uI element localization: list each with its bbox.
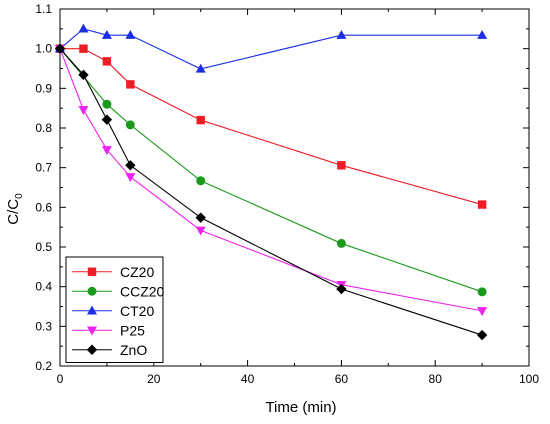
data-point-ct20: [125, 29, 136, 39]
x-tick-label: 40: [241, 372, 255, 386]
series-line-ct20: [59, 28, 483, 70]
series-ct20: [55, 23, 488, 73]
data-point-ct20: [101, 29, 112, 39]
x-tick-label: 80: [429, 372, 443, 386]
x-axis-label: Time (min): [265, 399, 336, 416]
legend-item-ct20: CT20: [72, 303, 154, 319]
y-axis-label-subscript: 0: [14, 193, 25, 199]
series-line-ccz20: [59, 48, 483, 293]
data-point-p25: [101, 146, 112, 156]
y-tick-label: 0.6: [35, 200, 52, 214]
series-group: [54, 23, 488, 341]
legend-box: [65, 256, 164, 363]
legend-marker-cz20: [87, 267, 97, 276]
legend-marker-zno: [86, 344, 98, 355]
legend-marker-p25: [87, 326, 97, 336]
data-point-p25: [477, 307, 488, 317]
data-point-zno: [54, 43, 66, 54]
data-point-ccz20: [102, 99, 112, 109]
legend-label-zno: ZnO: [120, 342, 147, 358]
data-point-ct20: [477, 29, 488, 39]
y-tick-label: 0.5: [35, 240, 52, 254]
legend-label-cz20: CZ20: [120, 264, 154, 280]
data-point-zno: [78, 69, 89, 81]
data-point-p25: [195, 226, 206, 236]
legend-marker-ccz20: [87, 286, 97, 296]
legend-item-ccz20: CCZ20: [72, 283, 165, 299]
data-point-p25: [125, 173, 136, 182]
data-point-ccz20: [477, 287, 487, 297]
legend-marker-ct20: [87, 305, 97, 315]
data-point-cz20: [126, 80, 135, 89]
series-zno: [54, 43, 488, 341]
data-point-zno: [101, 114, 113, 125]
data-point-cz20: [337, 161, 346, 170]
data-point-zno: [336, 283, 347, 295]
y-tick-label: 0.3: [35, 319, 52, 333]
legend-label-ccz20: CCZ20: [120, 283, 165, 299]
y-axis-label-main: C/C: [5, 199, 22, 225]
y-tick-label: 0.9: [35, 81, 52, 95]
data-point-ct20: [78, 23, 89, 33]
y-tick-label: 1.1: [35, 2, 52, 16]
axes-group: 0 20 40 60 80 100 0.2 0.3 0.4 0.5 0.6 0.7 0.8 0.9 1.0 1…: [35, 2, 539, 386]
y-tick-label: 1.0: [35, 42, 52, 56]
series-cz20: [55, 44, 487, 209]
data-point-cz20: [102, 57, 112, 66]
data-point-cz20: [196, 115, 205, 125]
series-line-cz20: [60, 48, 483, 206]
legend-label-ct20: CT20: [120, 303, 154, 319]
data-point-ccz20: [196, 176, 206, 186]
legend: CZ20 CCZ20 CT20 P25 ZnO: [65, 256, 165, 363]
data-point-zno: [476, 329, 488, 341]
legend-item-cz20: CZ20: [72, 264, 154, 280]
data-point-ccz20: [336, 238, 346, 248]
legend-item-zno: ZnO: [72, 342, 147, 358]
data-point-cz20: [477, 200, 487, 209]
y-axis-label: C/C0: [5, 193, 25, 225]
data-point-ct20: [195, 63, 206, 73]
legend-label-p25: P25: [120, 322, 145, 338]
data-point-ct20: [336, 29, 347, 39]
x-tick-label: 0: [57, 372, 64, 386]
data-point-p25: [78, 106, 89, 115]
x-tick-label: 100: [519, 372, 539, 386]
y-tick-label: 0.7: [35, 161, 52, 175]
x-tick-label: 60: [335, 372, 349, 386]
y-tick-label: 0.4: [35, 280, 52, 294]
data-point-zno: [125, 160, 136, 171]
y-tick-label: 0.8: [35, 121, 52, 135]
data-point-cz20: [79, 44, 88, 53]
y-tick-label: 0.2: [35, 359, 52, 373]
legend-item-p25: P25: [72, 322, 145, 338]
data-point-zno: [195, 212, 206, 223]
data-point-ccz20: [125, 120, 135, 130]
x-tick-label: 20: [147, 372, 161, 386]
